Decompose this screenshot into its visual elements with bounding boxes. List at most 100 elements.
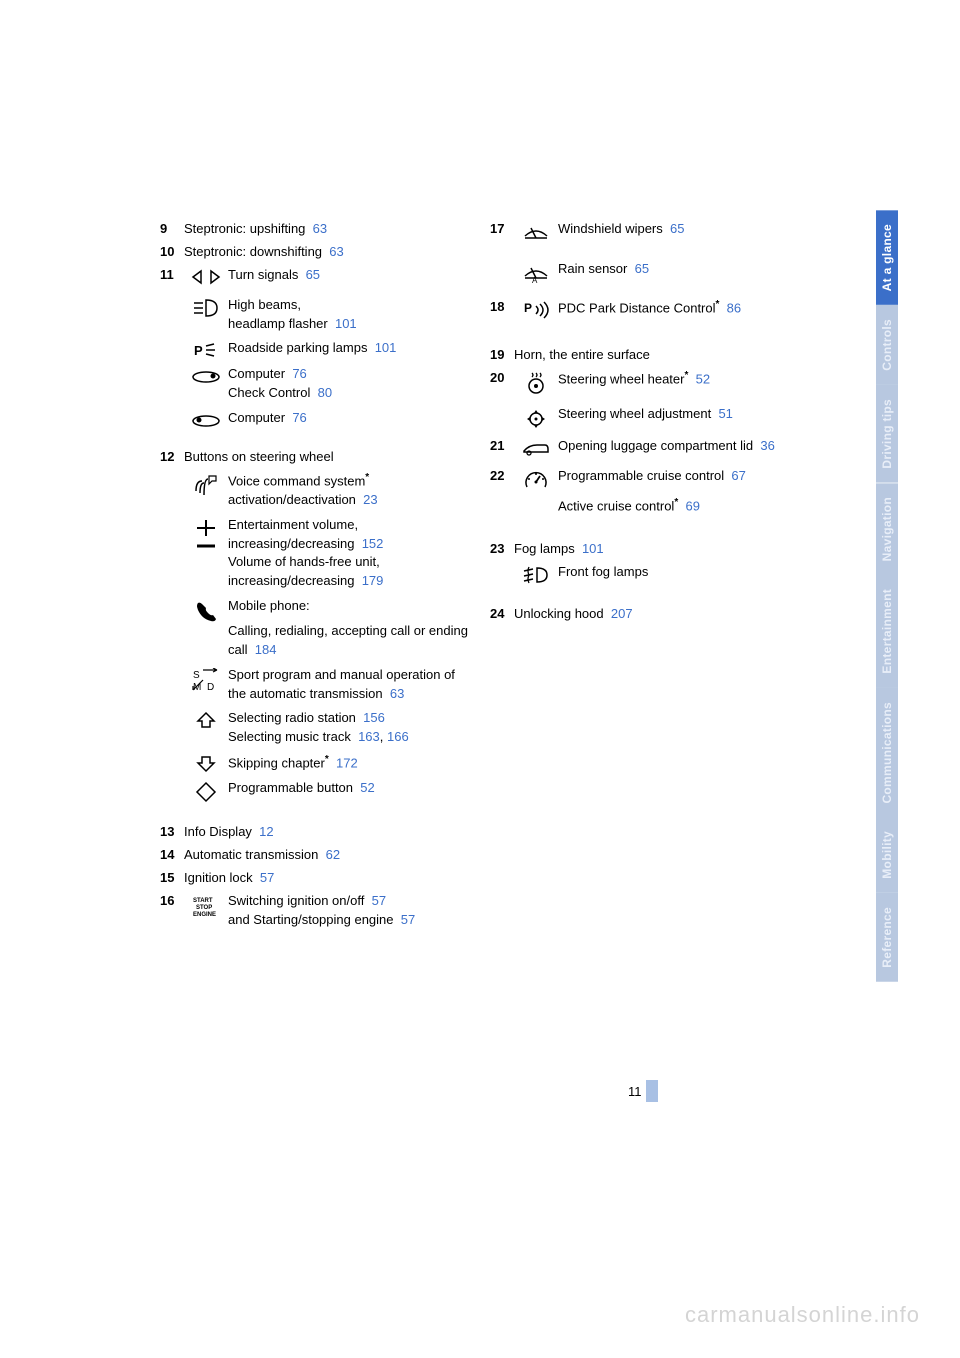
page-ref[interactable]: 163 <box>358 729 380 744</box>
icon-row-volume: Entertainment volume, increasing/decreas… <box>184 516 470 591</box>
page-ref[interactable]: 63 <box>313 221 327 236</box>
desc-text: Selecting radio station <box>228 710 356 725</box>
page-ref[interactable]: 65 <box>635 261 649 276</box>
page-number-bar <box>646 1080 658 1102</box>
item-body: Horn, the entire surface <box>514 346 800 365</box>
page-ref[interactable]: 172 <box>336 755 358 770</box>
page-ref[interactable]: 12 <box>259 824 273 839</box>
item-12-subgroup: Voice command system* activation/deactiv… <box>184 471 470 803</box>
page-ref[interactable]: 76 <box>292 410 306 425</box>
icon-row-phone: Mobile phone: Calling, redialing, accept… <box>184 597 470 660</box>
page-ref[interactable]: 62 <box>326 847 340 862</box>
icon-row-down: Skipping chapter* 172 <box>184 753 470 773</box>
item-body: Steering wheel heater* 52 <box>514 369 800 401</box>
tab-communications[interactable]: Communications <box>876 688 898 818</box>
item-body: Automatic transmission 62 <box>184 846 470 865</box>
desc-text: Programmable cruise control <box>558 468 724 483</box>
page-ref[interactable]: 101 <box>335 316 357 331</box>
page-ref[interactable]: 80 <box>318 385 332 400</box>
icon-row-trunk: Opening luggage compartment lid 36 <box>514 437 800 457</box>
item-number: 16 <box>160 892 184 936</box>
page-ref[interactable]: 101 <box>582 541 604 556</box>
page-ref[interactable]: 57 <box>260 870 274 885</box>
svg-text:P: P <box>194 343 203 358</box>
page-ref[interactable]: 65 <box>670 221 684 236</box>
page-ref[interactable]: 152 <box>362 536 384 551</box>
page-ref[interactable]: 101 <box>375 340 397 355</box>
item-11: 11 Turn signals 65 <box>160 266 470 292</box>
item-15: 15 Ignition lock 57 <box>160 869 470 888</box>
page-ref[interactable]: 67 <box>731 468 745 483</box>
page-ref[interactable]: 69 <box>685 498 699 513</box>
item-number: 12 <box>160 448 184 467</box>
item-body: Turn signals 65 <box>184 266 470 292</box>
page-ref[interactable]: 52 <box>360 780 374 795</box>
item-number: 19 <box>490 346 514 365</box>
icon-row-wheel-adj: Steering wheel adjustment 51 <box>514 405 800 431</box>
content-area: 9 Steptronic: upshifting 63 10 Steptroni… <box>160 220 800 939</box>
item-body: Info Display 12 <box>184 823 470 842</box>
tab-driving-tips[interactable]: Driving tips <box>876 385 898 483</box>
trunk-icon <box>514 437 558 457</box>
item-text: Fog lamps <box>514 541 575 556</box>
page-ref[interactable]: 86 <box>727 300 741 315</box>
diamond-icon <box>184 779 228 803</box>
desc-text: Steering wheel adjustment <box>558 406 711 421</box>
left-column: 9 Steptronic: upshifting 63 10 Steptroni… <box>160 220 470 939</box>
icon-desc: Selecting radio station 156 Selecting mu… <box>228 709 470 747</box>
tab-reference[interactable]: Reference <box>876 893 898 982</box>
desc-text: Programmable button <box>228 780 353 795</box>
icon-desc: Computer 76 <box>228 409 470 428</box>
item-text: Info Display <box>184 824 252 839</box>
item-20: 20 Steering wheel heater* 52 <box>490 369 800 401</box>
page-ref[interactable]: 65 <box>306 267 320 282</box>
icon-row-cruise: Programmable cruise control 67 Active cr… <box>514 467 800 516</box>
item-number: 24 <box>490 605 514 624</box>
icon-row-computer2: Computer 76 <box>184 409 470 428</box>
icon-row-computer-check: Computer 76 Check Control 80 <box>184 365 470 403</box>
item-number: 21 <box>490 437 514 463</box>
icon-desc: Programmable button 52 <box>228 779 470 803</box>
desc-text: increasing/decreasing <box>228 573 354 588</box>
page-ref[interactable]: 179 <box>362 573 384 588</box>
tab-at-a-glance[interactable]: At a glance <box>876 210 898 305</box>
desc-text: Computer <box>228 366 285 381</box>
icon-desc: Front fog lamps <box>558 563 800 585</box>
page-ref[interactable]: 76 <box>292 366 306 381</box>
page-ref[interactable]: 23 <box>363 492 377 507</box>
desc-text: High beams, <box>228 297 301 312</box>
page-ref[interactable]: 36 <box>760 438 774 453</box>
tab-navigation[interactable]: Navigation <box>876 483 898 575</box>
item-number: 11 <box>160 266 184 292</box>
tab-mobility[interactable]: Mobility <box>876 817 898 893</box>
page-ref[interactable]: 57 <box>372 893 386 908</box>
page-ref[interactable]: 52 <box>696 371 710 386</box>
desc-text: Active cruise control <box>558 498 674 513</box>
item-body: P PDC Park Distance Control* 86 <box>514 298 800 328</box>
tab-entertainment[interactable]: Entertainment <box>876 575 898 688</box>
item-text: Steptronic: upshifting <box>184 221 305 236</box>
page-ref[interactable]: 156 <box>363 710 385 725</box>
page-ref[interactable]: 63 <box>329 244 343 259</box>
icon-desc: Turn signals 65 <box>228 266 470 286</box>
page-ref[interactable]: 57 <box>401 912 415 927</box>
page-ref[interactable]: 63 <box>390 686 404 701</box>
page-ref[interactable]: 51 <box>718 406 732 421</box>
page-ref[interactable]: 207 <box>611 606 633 621</box>
svg-text:D: D <box>207 682 214 692</box>
desc-text: Skipping chapter <box>228 755 325 770</box>
icon-desc: Steering wheel adjustment 51 <box>558 405 800 431</box>
page-ref[interactable]: 184 <box>255 642 277 657</box>
tab-controls[interactable]: Controls <box>876 305 898 385</box>
item-number: 22 <box>490 467 514 522</box>
item-body: Unlocking hood 207 <box>514 605 800 624</box>
item-number: 13 <box>160 823 184 842</box>
svg-text:ENGINE: ENGINE <box>193 912 216 918</box>
icon-desc: Entertainment volume, increasing/decreas… <box>228 516 470 591</box>
item-body: Steptronic: upshifting 63 <box>184 220 470 239</box>
page-number-box: 11 <box>628 1080 658 1102</box>
page-ref[interactable]: 166 <box>387 729 409 744</box>
section-tabs: At a glance Controls Driving tips Naviga… <box>876 210 900 982</box>
item-17-subgroup: A Rain sensor 65 <box>514 252 800 284</box>
item-body: Steptronic: downshifting 63 <box>184 243 470 262</box>
